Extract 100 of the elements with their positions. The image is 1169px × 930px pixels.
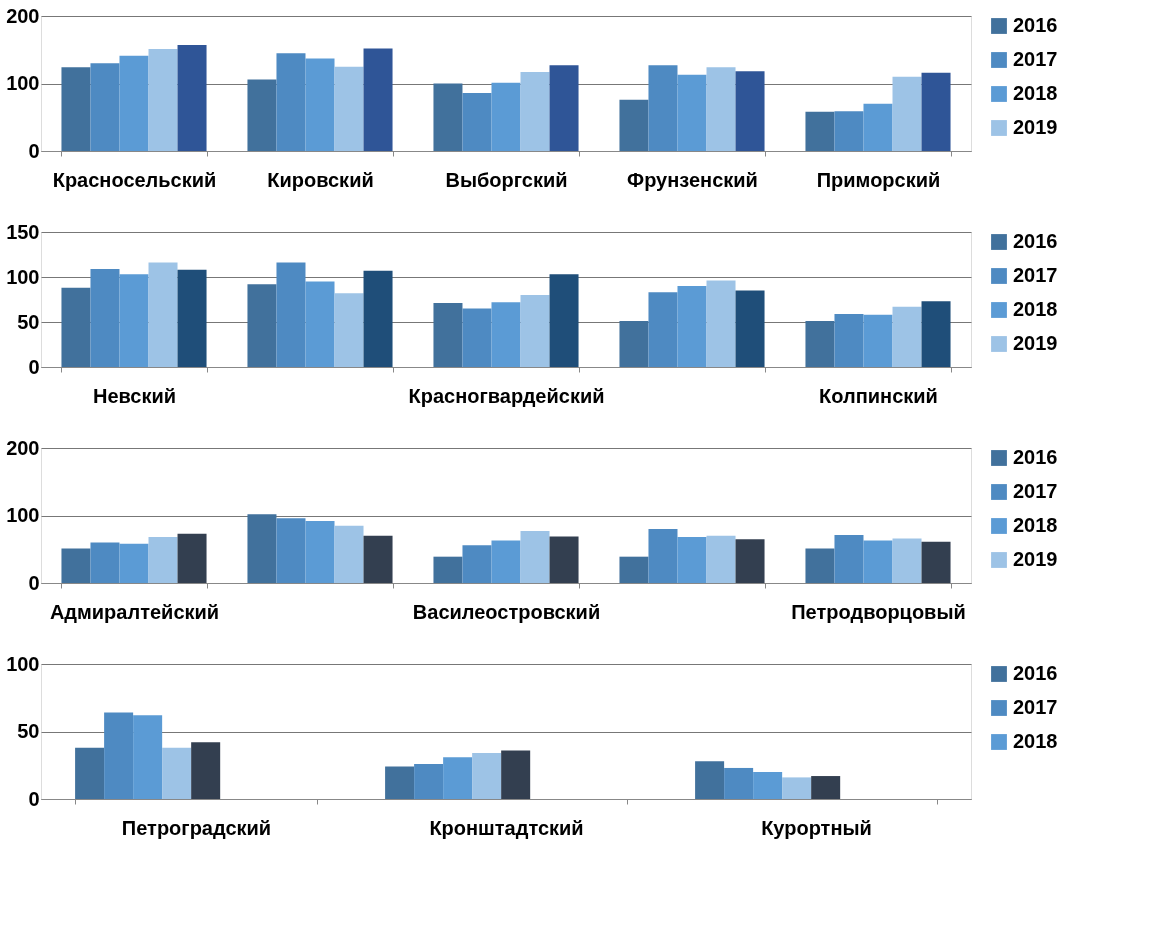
- bar: [119, 543, 149, 583]
- y-tick-label: 100: [6, 504, 40, 526]
- bar: [90, 268, 120, 367]
- bar: [811, 776, 841, 799]
- bar: [892, 306, 922, 367]
- legend-label: 2017: [1013, 696, 1058, 718]
- bar: [520, 72, 550, 151]
- bar: [520, 295, 550, 367]
- bar: [834, 313, 864, 367]
- bar: [363, 48, 393, 151]
- legend-label: 2017: [1013, 48, 1058, 70]
- y-tick-label: 200: [6, 4, 40, 27]
- y-tick-label: 100: [6, 652, 40, 675]
- x-tick-label: Курортный: [761, 816, 872, 839]
- legend-label: 2019: [1013, 548, 1058, 570]
- bar: [619, 556, 649, 583]
- bar: [735, 539, 765, 583]
- bar: [334, 293, 364, 367]
- legend-label: 2016: [1013, 14, 1058, 36]
- bar: [921, 541, 951, 583]
- bar: [520, 531, 550, 583]
- bar: [648, 65, 678, 151]
- bar: [892, 538, 922, 583]
- bar: [148, 49, 178, 151]
- bar: [148, 537, 178, 583]
- bar: [247, 514, 277, 583]
- y-tick-label: 0: [28, 139, 40, 162]
- bar: [462, 545, 492, 583]
- bar: [305, 281, 335, 367]
- bar: [90, 542, 120, 583]
- legend-label: 2017: [1013, 264, 1058, 286]
- bar: [805, 111, 835, 151]
- x-tick-label: Кронштадтский: [429, 816, 584, 839]
- bar: [805, 548, 835, 583]
- legend-label: 2016: [1013, 662, 1058, 684]
- bar: [472, 753, 502, 799]
- bar: [462, 92, 492, 151]
- y-tick-label: 0: [28, 787, 40, 810]
- bar: [433, 83, 463, 151]
- bar: [491, 302, 521, 367]
- legend-label: 2018: [1013, 298, 1058, 320]
- bar: [706, 535, 736, 583]
- bar: [119, 274, 149, 367]
- bar: [305, 520, 335, 583]
- bar: [677, 537, 707, 583]
- bar: [191, 742, 221, 799]
- x-tick-label: Приморский: [816, 168, 941, 191]
- bar: [363, 270, 393, 367]
- bar: [177, 533, 207, 583]
- legend-label: 2019: [1013, 332, 1058, 354]
- bar: [491, 82, 521, 151]
- bar: [805, 321, 835, 367]
- x-tick-label: Красносельский: [52, 168, 217, 191]
- bar: [619, 99, 649, 151]
- bar: [735, 71, 765, 151]
- bar: [753, 772, 783, 799]
- bar: [863, 540, 893, 583]
- bar: [619, 321, 649, 367]
- bar: [921, 301, 951, 367]
- y-tick-label: 50: [17, 310, 40, 333]
- bar: [863, 103, 893, 151]
- bar: [247, 79, 277, 151]
- y-tick-label: 200: [6, 436, 40, 459]
- bar: [276, 53, 306, 151]
- bar: [695, 761, 725, 799]
- bar: [61, 67, 91, 151]
- x-tick-label: Петродворцовый: [791, 600, 966, 623]
- bar: [177, 269, 207, 367]
- bar: [363, 535, 393, 583]
- bar: [385, 766, 415, 799]
- bar: [834, 535, 864, 583]
- legend-label: 2017: [1013, 480, 1058, 502]
- y-tick-label: 0: [28, 355, 40, 378]
- bar: [892, 76, 922, 151]
- bar: [414, 763, 444, 799]
- legend-label: 2018: [1013, 514, 1058, 536]
- bar: [433, 556, 463, 583]
- x-tick-label: Адмиралтейский: [49, 600, 220, 623]
- legend-label: 2019: [1013, 116, 1058, 138]
- legend-label: 2018: [1013, 730, 1058, 752]
- bar: [724, 767, 754, 799]
- bar: [677, 286, 707, 367]
- bar: [549, 65, 579, 151]
- bar: [61, 287, 91, 367]
- bar: [735, 290, 765, 367]
- bar: [706, 67, 736, 151]
- bar: [133, 715, 163, 799]
- bar: [305, 58, 335, 151]
- x-tick-label: Петроградский: [121, 816, 272, 839]
- x-tick-label: Невский: [92, 384, 177, 407]
- bar: [276, 518, 306, 583]
- bar: [75, 747, 105, 799]
- bar: [648, 529, 678, 583]
- x-tick-label: Выборгский: [445, 168, 568, 191]
- legend-label: 2018: [1013, 82, 1058, 104]
- x-tick-label: Красногвардейский: [408, 384, 605, 407]
- bar: [677, 74, 707, 151]
- bar: [501, 750, 531, 799]
- x-tick-label: Василеостровский: [412, 600, 601, 623]
- bar: [648, 292, 678, 367]
